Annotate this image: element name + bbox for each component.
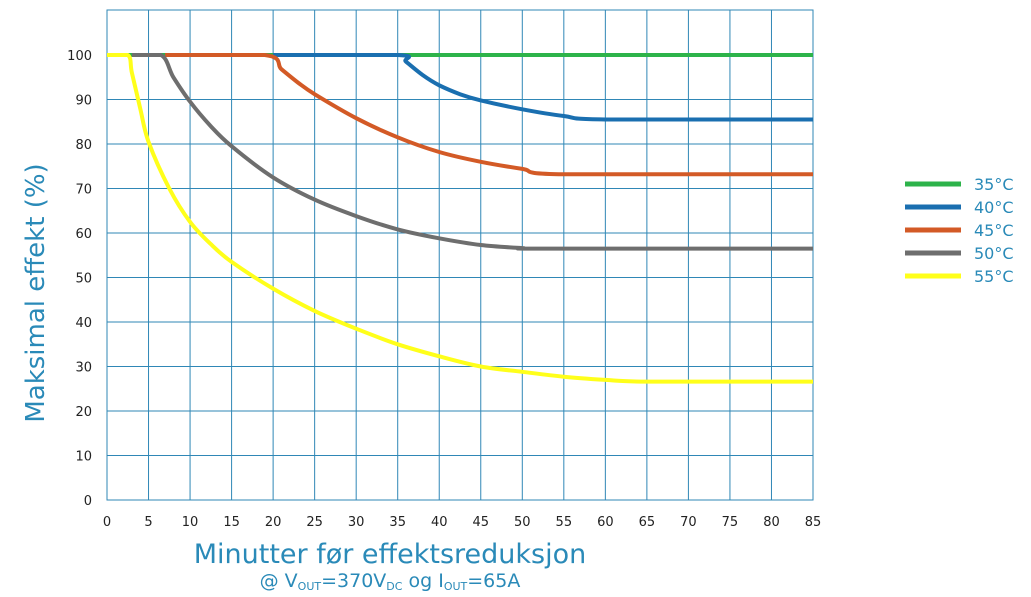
x-tick-label: 5 — [144, 515, 152, 530]
tick-labels: 0 5 10 15 20 25 30 35 40 45 50 55 60 65 70 75 80 85 0 10 20 3… — [67, 49, 821, 530]
x-tick-label: 20 — [265, 515, 282, 530]
x-tick-label: 65 — [639, 515, 656, 530]
y-tick-label: 50 — [75, 272, 92, 287]
y-tick-label: 60 — [75, 227, 92, 242]
x-tick-label: 85 — [805, 515, 822, 530]
x-tick-label: 25 — [306, 515, 323, 530]
x-tick-label: 35 — [389, 515, 406, 530]
x-tick-label: 15 — [223, 515, 240, 530]
series-line-40C — [273, 53, 813, 122]
series-line-45C — [165, 53, 813, 177]
x-tick-label: 60 — [597, 515, 614, 530]
legend: 35°C 40°C 45°C 50°C 55°C — [905, 175, 1014, 286]
y-tick-label: 40 — [75, 316, 92, 331]
x-tick-label: 70 — [680, 515, 697, 530]
chart-subtitle: @ VOUT=370VDC og IOUT=65A — [260, 570, 521, 593]
legend-label: 55°C — [974, 267, 1014, 286]
y-tick-label: 90 — [75, 94, 92, 109]
x-tick-label: 75 — [722, 515, 739, 530]
x-tick-label: 10 — [182, 515, 199, 530]
series-lines — [107, 53, 813, 384]
series-line-50C — [131, 53, 813, 251]
y-tick-label: 10 — [75, 450, 92, 465]
x-tick-label: 45 — [472, 515, 489, 530]
x-tick-label: 80 — [763, 515, 780, 530]
y-tick-label: 70 — [75, 183, 92, 198]
y-tick-label: 100 — [67, 49, 92, 64]
y-tick-label: 0 — [84, 494, 92, 509]
legend-label: 40°C — [974, 198, 1014, 217]
legend-label: 50°C — [974, 244, 1014, 263]
x-axis-title: Minutter før effektsreduksjon — [194, 539, 587, 570]
x-tick-label: 40 — [431, 515, 448, 530]
series-line-55C — [107, 53, 813, 384]
plot-frame — [106, 9, 814, 501]
x-tick-label: 0 — [103, 515, 111, 530]
y-tick-label: 30 — [75, 361, 92, 376]
y-tick-label: 20 — [75, 405, 92, 420]
y-axis-title: Maksimal effekt (%) — [21, 163, 51, 422]
x-tick-label: 55 — [556, 515, 573, 530]
x-tick-label: 30 — [348, 515, 365, 530]
legend-label: 35°C — [974, 175, 1014, 194]
legend-label: 45°C — [974, 221, 1014, 240]
y-tick-label: 80 — [75, 138, 92, 153]
grid — [106, 9, 814, 501]
x-tick-label: 50 — [514, 515, 531, 530]
